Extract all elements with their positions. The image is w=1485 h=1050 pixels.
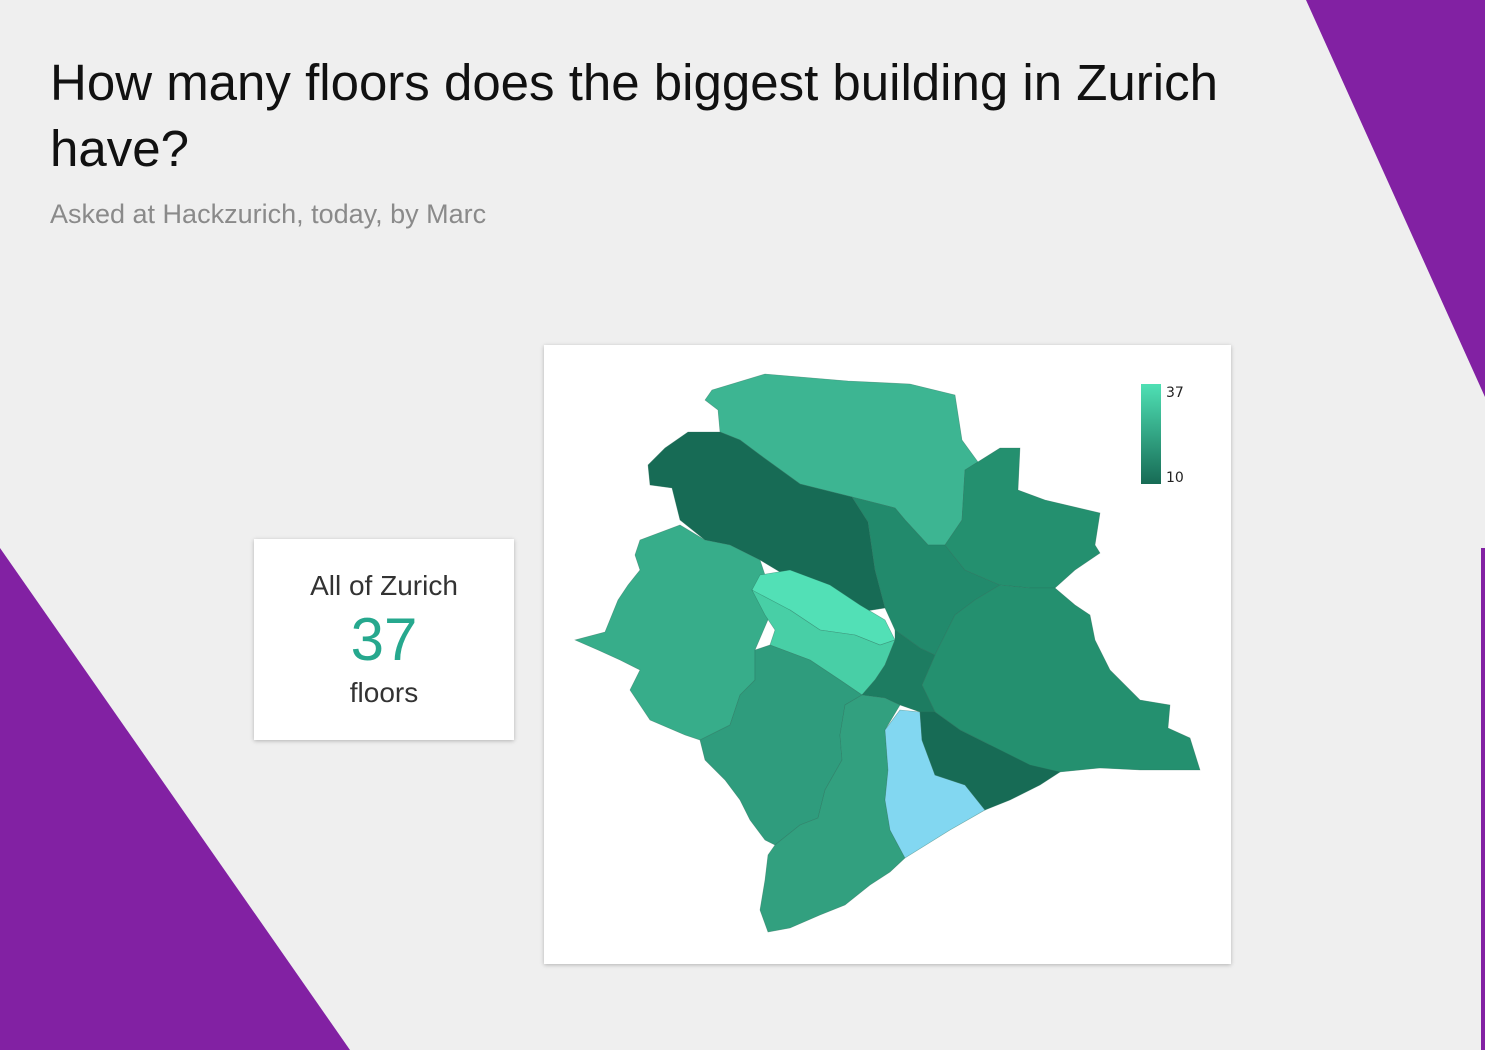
district-southeast[interactable] <box>919 711 1061 811</box>
summary-label: All of Zurich <box>310 570 458 601</box>
summary-unit: floors <box>349 677 419 708</box>
legend-max-label: 37 <box>1166 385 1184 401</box>
summary-value: 37 <box>350 606 418 673</box>
district-northeast[interactable] <box>944 447 1101 589</box>
legend-color-bar <box>1141 384 1161 484</box>
map-card: 37 10 <box>544 345 1231 964</box>
summary-card: All of Zurich 37 floors <box>254 539 514 740</box>
purple-corner-bottom-left <box>0 548 350 1050</box>
legend-min-label: 10 <box>1166 470 1184 486</box>
purple-edge-right <box>1481 548 1485 1050</box>
purple-corner-top-right <box>1306 0 1485 397</box>
zurich-district-map: 37 10 <box>574 373 1201 933</box>
question-subtitle: Asked at Hackzurich, today, by Marc <box>50 199 487 229</box>
district-west[interactable] <box>574 524 771 741</box>
question-title: How many floors does the biggest buildin… <box>50 54 1218 177</box>
